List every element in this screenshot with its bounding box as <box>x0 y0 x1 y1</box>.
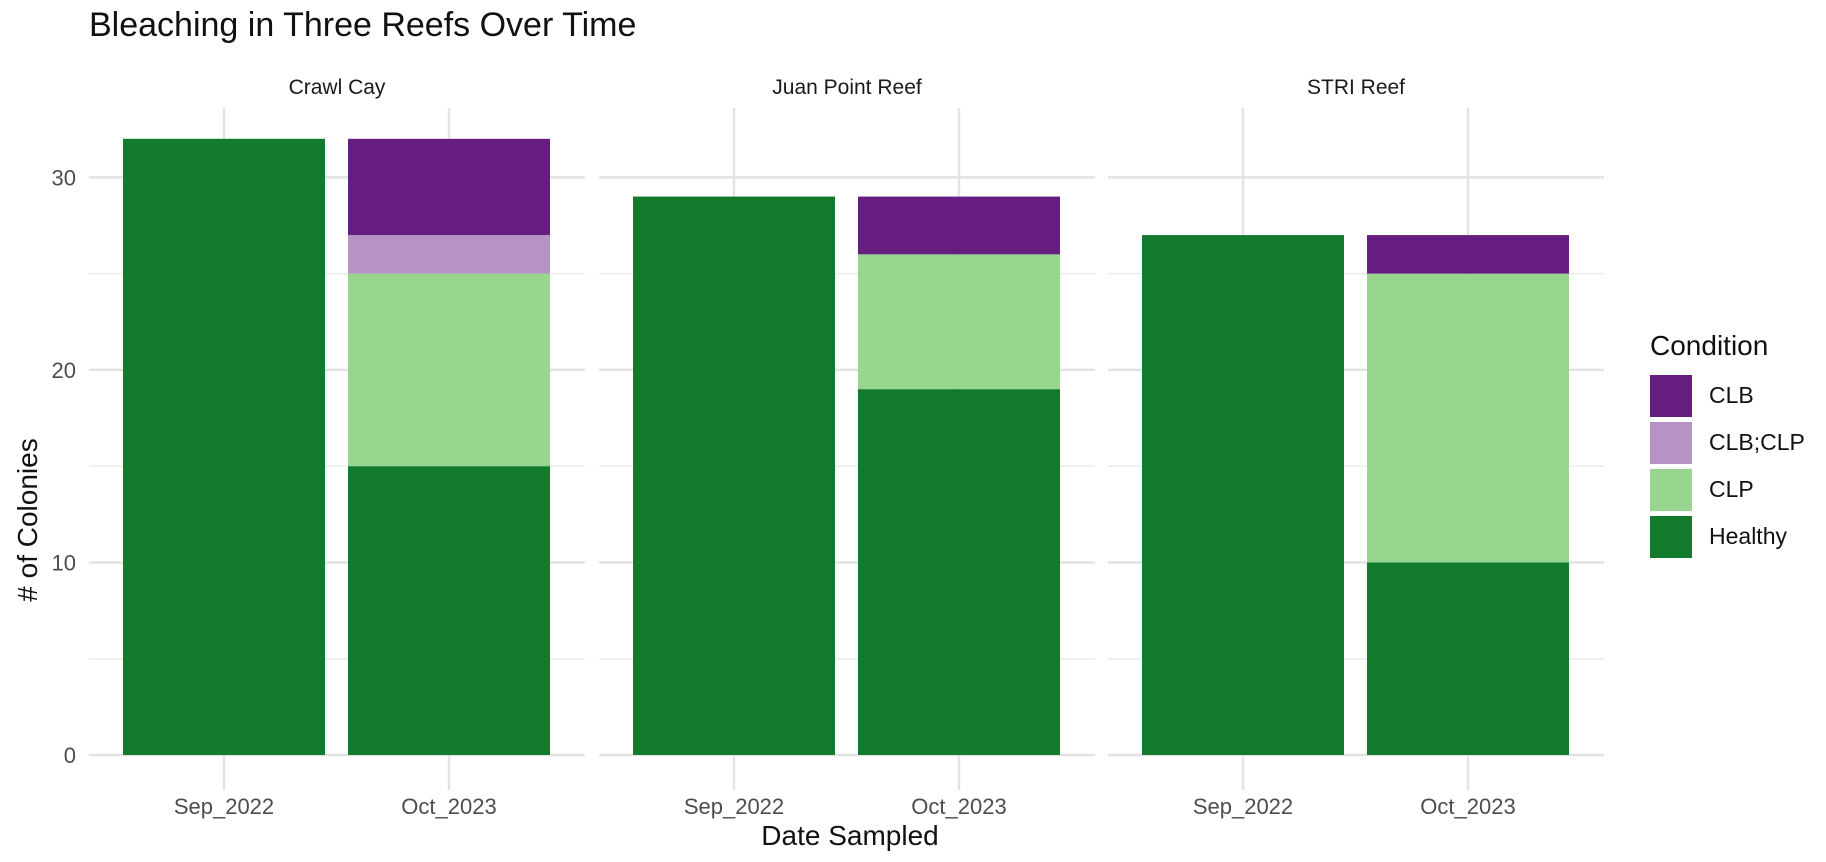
x-tick-label: Oct_2023 <box>401 794 496 819</box>
legend-item-clp: CLP <box>1650 466 1805 513</box>
bar-clp-1-1 <box>858 254 1060 390</box>
legend-swatch-clb <box>1650 374 1692 417</box>
x-tick-label: Sep_2022 <box>1193 794 1293 819</box>
y-tick-label: 30 <box>52 165 76 190</box>
legend-label-clp: CLP <box>1709 476 1754 502</box>
bar-healthy-2-0 <box>1142 235 1344 755</box>
legend-label-healthy: Healthy <box>1709 523 1787 549</box>
legend-item-healthy: Healthy <box>1650 513 1805 560</box>
bar-clb-2-1 <box>1367 235 1569 274</box>
chart-title: Bleaching in Three Reefs Over Time <box>89 6 637 44</box>
bar-healthy-0-0 <box>123 138 325 756</box>
legend-title: Condition <box>1650 330 1769 361</box>
legend-swatch-clp <box>1650 468 1692 511</box>
y-tick-label: 20 <box>52 358 76 383</box>
facet-label-2: STRI Reef <box>1307 76 1405 99</box>
legend-label-clb-clp: CLB;CLP <box>1709 429 1805 455</box>
bar-healthy-2-1 <box>1367 562 1569 755</box>
legend-swatch-clb-clp <box>1650 421 1692 464</box>
bar-healthy-0-1 <box>348 466 550 755</box>
x-axis-title: Date Sampled <box>761 820 939 851</box>
legend-item-clb-clp: CLB;CLP <box>1650 419 1805 466</box>
bar-clb-0-1 <box>348 138 550 236</box>
x-tick-label: Oct_2023 <box>911 794 1006 819</box>
bar-clp-0-1 <box>348 273 550 467</box>
x-tick-label: Sep_2022 <box>174 794 274 819</box>
bar-clb-1-1 <box>858 196 1060 255</box>
facet-label-1: Juan Point Reef <box>772 76 922 99</box>
bar-healthy-1-1 <box>858 389 1060 755</box>
bar-clb-clp-0-1 <box>348 235 550 274</box>
bar-clp-2-1 <box>1367 273 1569 563</box>
facet-label-0: Crawl Cay <box>289 76 386 99</box>
x-tick-label: Sep_2022 <box>684 794 784 819</box>
legend-item-clb: CLB <box>1650 372 1805 419</box>
y-tick-label: 10 <box>52 550 76 575</box>
x-tick-label: Oct_2023 <box>1420 794 1515 819</box>
legend-swatch-healthy <box>1650 515 1692 558</box>
legend: Condition CLB CLB;CLP CLP Healthy <box>1650 330 1805 560</box>
bar-healthy-1-0 <box>633 196 835 755</box>
y-tick-label: 0 <box>64 743 76 768</box>
legend-label-clb: CLB <box>1709 382 1754 408</box>
